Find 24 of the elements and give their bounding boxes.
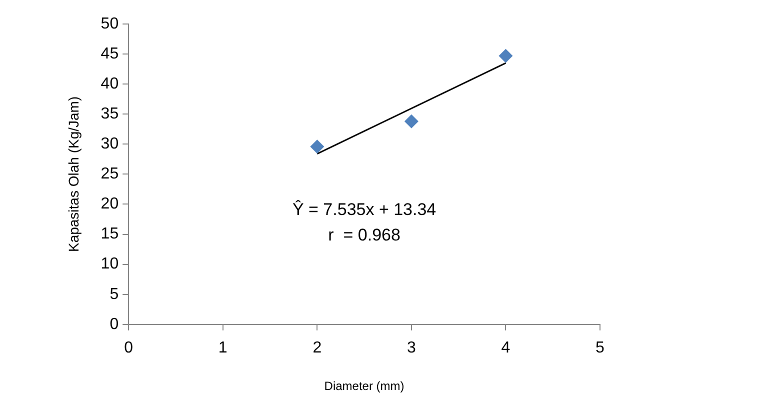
x-tick-label: 3 (406, 339, 416, 356)
annotation: r = 0.968 (328, 225, 400, 244)
point (404, 114, 418, 128)
y-tick-label: 45 (100, 45, 119, 62)
y-tick-label: 10 (100, 256, 119, 273)
annotation: Ŷ = 7.535x + 13.34 (292, 200, 436, 219)
y-axis-title: Kapasitas Olah (Kg/Jam) (65, 96, 82, 252)
x-tick-label: 5 (596, 339, 605, 356)
x-tick-label: 1 (218, 339, 228, 356)
y-tick-label: 15 (100, 226, 119, 243)
y-tick-label: 30 (100, 136, 119, 153)
y-tick-label: 5 (110, 286, 119, 303)
x-tick-label: 2 (312, 339, 322, 356)
x-axis-title: Diameter (mm) (324, 379, 404, 394)
y-tick-label: 0 (110, 316, 119, 333)
x-tick-label: 4 (501, 339, 510, 356)
point (498, 48, 513, 63)
x-tick-label: 0 (124, 339, 134, 356)
y-tick-label: 50 (100, 15, 119, 32)
point (310, 140, 324, 154)
y-tick-label: 25 (100, 166, 119, 183)
y-tick-label: 20 (100, 196, 119, 213)
y-tick-label: 35 (100, 106, 119, 123)
y-tick-label: 40 (100, 75, 119, 92)
